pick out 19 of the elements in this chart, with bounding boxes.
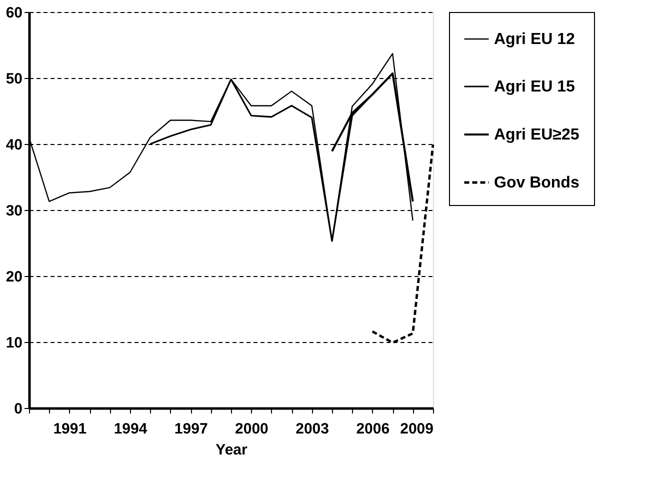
x-tick-label: 1997 — [174, 420, 208, 438]
y-tick-label: 50 — [6, 70, 22, 88]
x-tick-label: 1994 — [114, 420, 148, 438]
y-tick-label: 60 — [6, 4, 22, 22]
y-tick-label: 30 — [6, 202, 22, 220]
legend-label: Agri EU≥25 — [494, 126, 580, 144]
legend-label: Agri EU 15 — [494, 78, 576, 96]
x-tick-label: 2003 — [296, 420, 329, 438]
y-tick-label: 20 — [6, 268, 22, 286]
x-tick-label: 2009 — [400, 420, 434, 438]
y-tick-label: 10 — [6, 334, 22, 352]
legend-label: Gov Bonds — [494, 174, 580, 192]
x-axis-title: Year — [216, 442, 248, 458]
legend-label: Agri EU 12 — [494, 31, 576, 48]
x-tick-label: 2000 — [235, 420, 268, 438]
x-tick-label: 1991 — [53, 420, 87, 438]
y-tick-label: 0 — [14, 400, 22, 418]
y-tick-label: 40 — [6, 136, 22, 154]
x-tick-label: 2006 — [356, 420, 390, 438]
